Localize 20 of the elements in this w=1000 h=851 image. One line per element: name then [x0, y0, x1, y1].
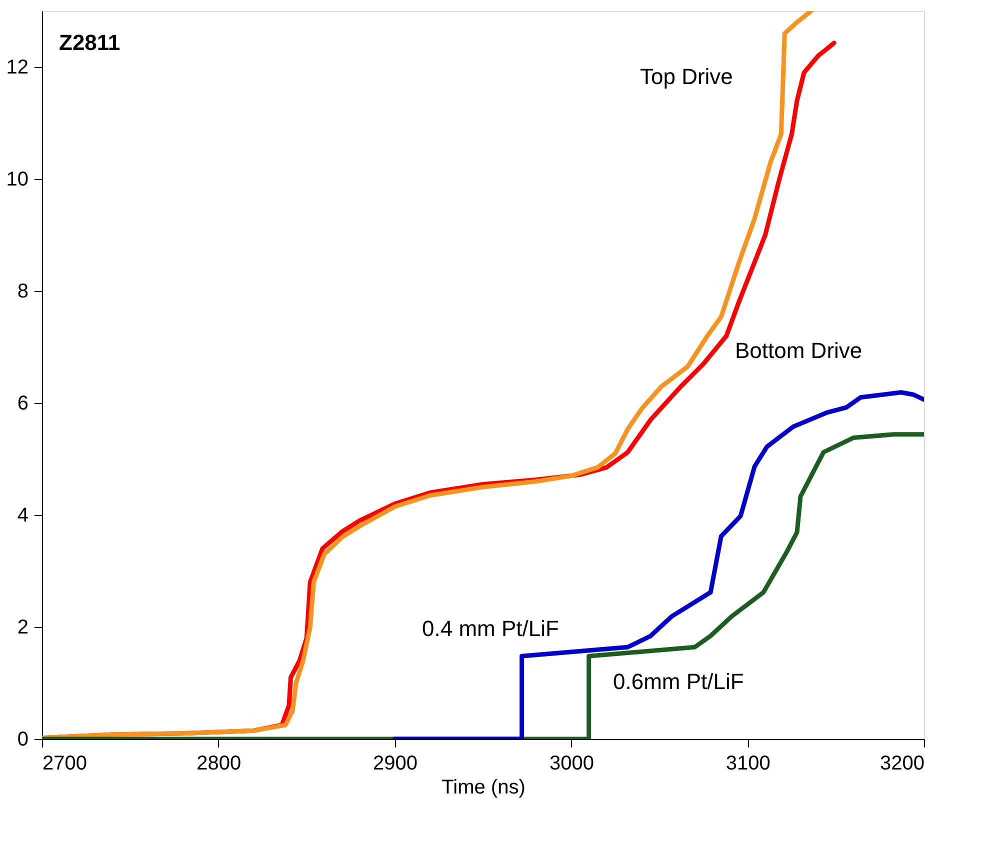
annotation: Top Drive: [640, 64, 733, 89]
annotation: Z2811: [59, 30, 120, 55]
x-tick-label: 2700: [42, 752, 87, 774]
annotation: Bottom Drive: [735, 338, 862, 363]
x-tick-label: 2800: [196, 752, 242, 774]
x-tick-label: 3200: [880, 752, 924, 774]
y-tick-label: 8: [17, 280, 28, 302]
x-tick-label: 3000: [549, 752, 594, 774]
y-tick-label: 6: [17, 392, 28, 414]
y-tick-label: 12: [6, 56, 28, 78]
y-tick-label: 2: [17, 616, 28, 638]
x-axis-title: Time (ns): [442, 776, 526, 798]
annotation: 0.6mm Pt/LiF: [613, 669, 744, 694]
y-tick-label: 10: [6, 168, 28, 190]
y-tick-label: 0: [17, 728, 28, 750]
x-tick-label: 2900: [373, 752, 418, 774]
annotation: 0.4 mm Pt/LiF: [422, 616, 559, 641]
x-tick-label: 3100: [726, 752, 770, 774]
y-tick-label: 4: [17, 504, 28, 526]
line-series: [392, 390, 924, 739]
